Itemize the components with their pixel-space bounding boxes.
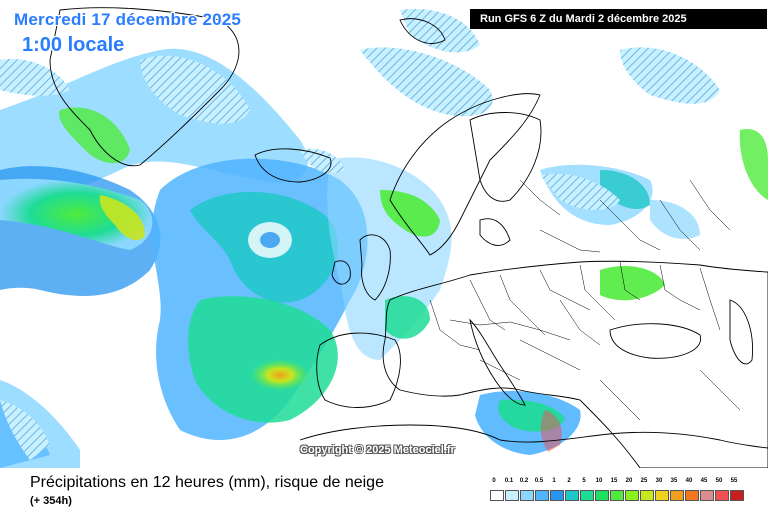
legend-label: 0 (492, 478, 496, 484)
precipitation-map: Mercredi 17 décembre 2025 1:00 locale Ru… (0, 7, 768, 468)
legend-swatch (490, 490, 504, 501)
legend-label: 35 (670, 478, 678, 484)
precip-field (0, 9, 768, 468)
legend-swatch (655, 490, 669, 501)
legend-swatch (550, 490, 564, 501)
legend-swatch (730, 490, 744, 501)
legend-swatch (670, 490, 684, 501)
legend-swatch (625, 490, 639, 501)
legend-swatch (685, 490, 699, 501)
legend-label: 25 (640, 478, 648, 484)
legend-swatch (565, 490, 579, 501)
legend-label: 1 (552, 478, 556, 484)
legend-swatch (715, 490, 729, 501)
legend-label: 50 (715, 478, 723, 484)
legend-label: 0.1 (504, 478, 514, 484)
legend-swatch (595, 490, 609, 501)
legend-label: 5 (582, 478, 586, 484)
legend-label: 0.2 (519, 478, 529, 484)
legend-labels: 0 0.1 0.2 0.5 1 2 5 10 15 20 25 30 35 40 45 50 55 (490, 478, 760, 488)
legend-swatch (520, 490, 534, 501)
legend-label: 2 (567, 478, 571, 484)
legend-swatch (535, 490, 549, 501)
legend-label: 0.5 (534, 478, 544, 484)
forecast-time: 1:00 locale (22, 34, 125, 56)
map-title: Précipitations en 12 heures (mm), risque… (30, 474, 384, 491)
legend-label: 20 (625, 478, 633, 484)
map-canvas (0, 7, 768, 468)
legend-swatch (505, 490, 519, 501)
legend-label: 40 (685, 478, 693, 484)
legend-swatch (700, 490, 714, 501)
legend-label: 55 (730, 478, 738, 484)
forecast-date: Mercredi 17 décembre 2025 (14, 10, 242, 29)
legend-label: 45 (700, 478, 708, 484)
legend-swatch (640, 490, 654, 501)
legend-swatch (580, 490, 594, 501)
coastlines (49, 7, 768, 468)
legend-label: 30 (655, 478, 663, 484)
copyright-text: Copyright © 2025 Meteociel.fr (300, 444, 455, 456)
country-borders (429, 179, 741, 421)
legend-label: 10 (595, 478, 603, 484)
legend-swatches (490, 490, 745, 501)
legend-label: 15 (610, 478, 618, 484)
legend-swatch (610, 490, 624, 501)
run-info: Run GFS 6 Z du Mardi 2 décembre 2025 (470, 9, 767, 29)
forecast-offset: (+ 354h) (30, 495, 72, 507)
